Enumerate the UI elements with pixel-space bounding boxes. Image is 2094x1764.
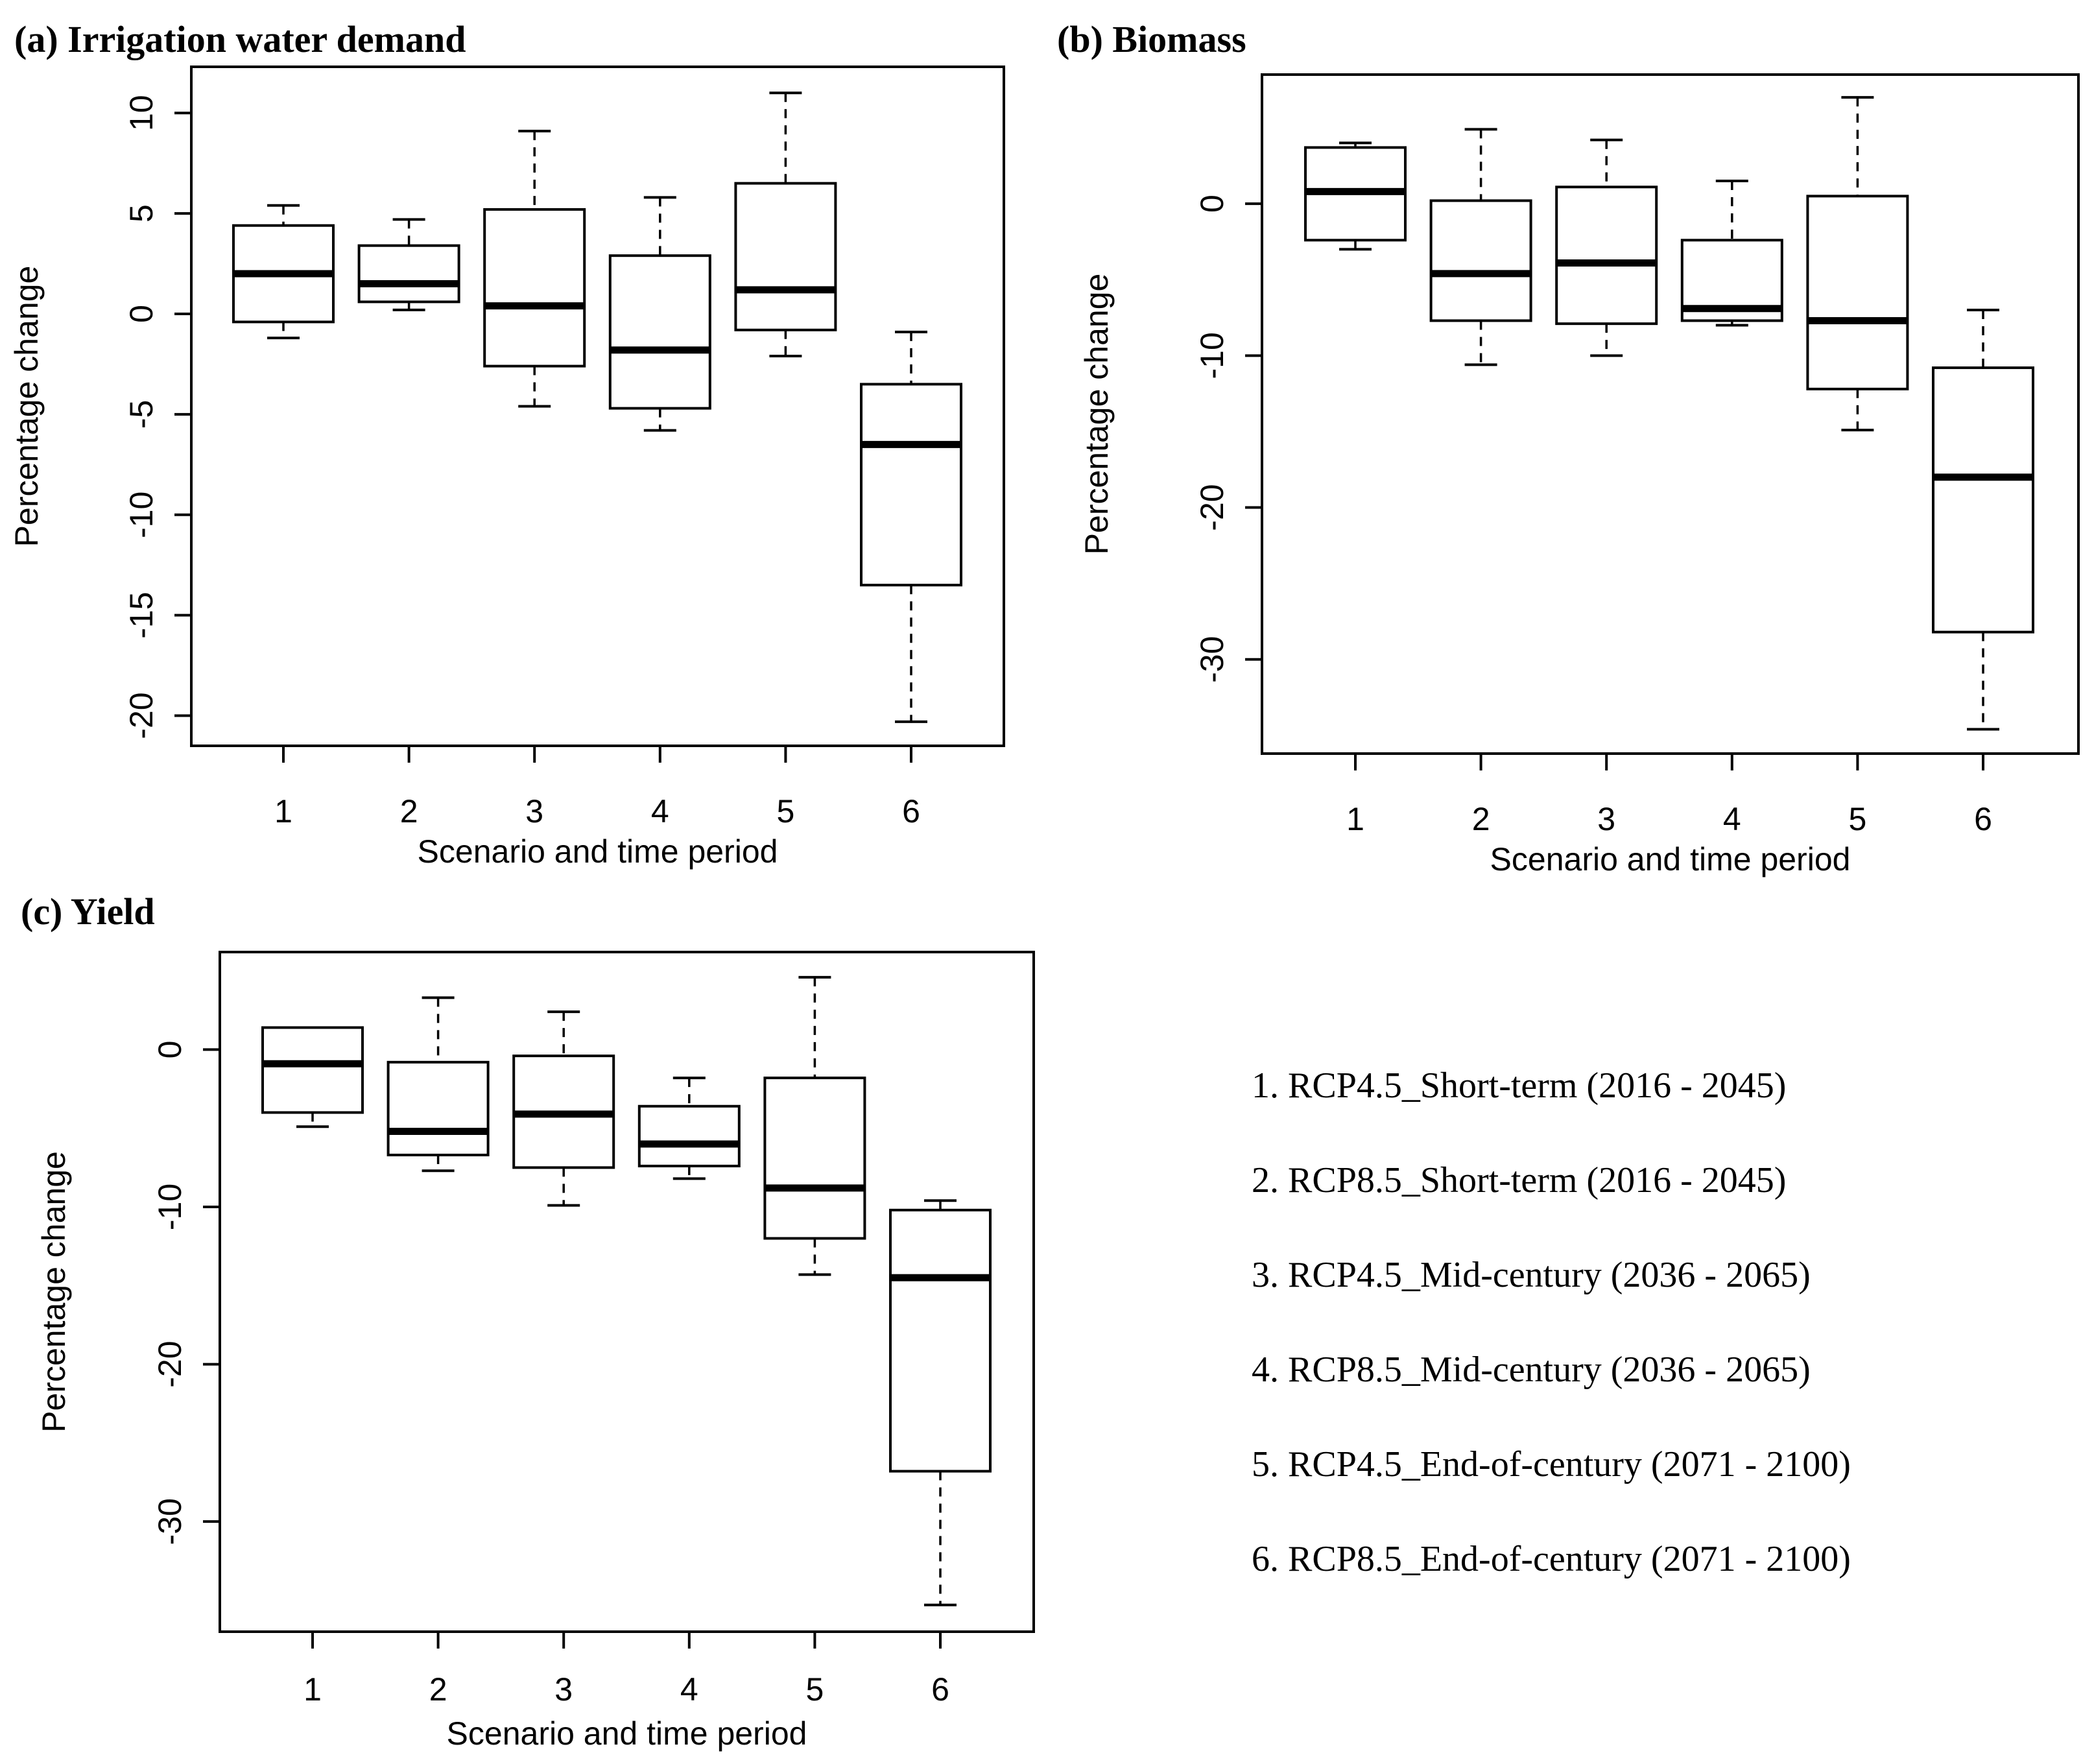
box-2 [357, 218, 460, 311]
x-axis-label: Scenario and time period [418, 833, 778, 870]
y-tick-label: -30 [152, 1498, 188, 1545]
y-axis-label: Percentage change [8, 266, 45, 547]
y-tick-label: 0 [1194, 195, 1230, 213]
y-tick-label: -10 [1194, 332, 1230, 379]
box-6 [860, 330, 962, 723]
x-tick-label: 3 [525, 793, 543, 829]
iqr-box [1429, 199, 1532, 322]
y-tick-label: 5 [123, 204, 160, 222]
box-1 [261, 1026, 364, 1128]
box-1 [1304, 141, 1407, 251]
x-axis-label: Scenario and time period [1490, 841, 1851, 877]
panel-c: (c) Yield 0 -10 -20 -30 1 2 3 4 5 6 Scenario and ti… [21, 890, 1035, 1752]
x-tick-label: 2 [429, 1671, 447, 1708]
x-tick-label: 2 [1472, 801, 1490, 837]
box-3 [483, 130, 586, 408]
x-tick-label: 1 [274, 793, 292, 829]
x-tick-label: 4 [1723, 801, 1741, 837]
box-6 [1932, 309, 2034, 731]
box-6 [889, 1199, 992, 1606]
box-5 [763, 975, 866, 1276]
legend-item: 1. RCP4.5_Short-term (2016 - 2045) [1252, 1066, 1786, 1106]
plot-frame [190, 66, 1005, 747]
scenario-legend: 1. RCP4.5_Short-term (2016 - 2045) 2. RC… [1252, 1066, 1851, 1579]
iqr-box [483, 208, 586, 368]
x-tick-label: 2 [400, 793, 418, 829]
box-3 [1555, 138, 1658, 357]
panel-title: (c) Yield [21, 890, 155, 933]
legend-item: 5. RCP4.5_End-of-century (2071 - 2100) [1252, 1444, 1851, 1484]
iqr-box [637, 1104, 741, 1167]
legend-item: 3. RCP4.5_Mid-century (2036 - 2065) [1252, 1255, 1811, 1295]
box-2 [387, 996, 490, 1173]
x-tick-label: 1 [1346, 801, 1364, 837]
iqr-box [889, 1208, 992, 1473]
iqr-box [763, 1077, 866, 1240]
x-tick-label: 4 [651, 793, 669, 829]
box-4 [608, 196, 711, 432]
x-tick-label: 3 [1597, 801, 1615, 837]
panel-a: (a) Irrigation water demand 10 5 0 -5 -10 -15 -… [8, 18, 1005, 870]
x-axis-label: Scenario and time period [447, 1715, 807, 1752]
iqr-box [1932, 366, 2034, 634]
plot-frame [219, 951, 1035, 1633]
y-tick-label: -10 [152, 1184, 188, 1230]
iqr-box [387, 1060, 490, 1156]
x-tick-label: 3 [554, 1671, 573, 1708]
y-tick-label: -20 [1194, 484, 1230, 530]
box-4 [637, 1077, 741, 1180]
y-axis-label: Percentage change [36, 1151, 72, 1433]
x-tick-label: 4 [680, 1671, 698, 1708]
legend-item: 4. RCP8.5_Mid-century (2036 - 2065) [1252, 1350, 1811, 1390]
y-tick-label: -5 [123, 400, 160, 429]
iqr-box [860, 383, 962, 587]
x-tick-label: 1 [303, 1671, 322, 1708]
y-tick-label: -10 [123, 492, 160, 538]
x-tick-label: 5 [805, 1671, 824, 1708]
y-tick-label: -30 [1194, 636, 1230, 683]
panel-b: (b) Biomass 0 -10 -20 -30 1 2 3 4 5 6 Scenario and … [1057, 18, 2080, 877]
iqr-box [357, 244, 460, 304]
y-tick-label: -15 [123, 592, 160, 639]
iqr-box [734, 182, 837, 331]
iqr-box [261, 1026, 364, 1114]
legend-item: 2. RCP8.5_Short-term (2016 - 2045) [1252, 1160, 1786, 1200]
x-tick-label: 5 [1848, 801, 1866, 837]
panel-title: (b) Biomass [1057, 18, 1246, 60]
iqr-box [1806, 195, 1909, 390]
y-tick-label: -20 [123, 692, 160, 739]
box-3 [512, 1010, 615, 1207]
iqr-box [1555, 185, 1658, 326]
box-1 [232, 204, 335, 340]
y-tick-label: 0 [152, 1041, 188, 1059]
x-tick-label: 6 [902, 793, 920, 829]
box-4 [1680, 179, 1783, 327]
legend-item: 6. RCP8.5_End-of-century (2071 - 2100) [1252, 1539, 1851, 1579]
box-5 [734, 91, 837, 358]
x-tick-label: 6 [1974, 801, 1992, 837]
y-tick-label: 0 [123, 305, 160, 323]
plot-frame [1261, 73, 2080, 755]
y-tick-label: -20 [152, 1341, 188, 1387]
x-tick-label: 6 [931, 1671, 949, 1708]
panel-title: (a) Irrigation water demand [14, 18, 466, 60]
box-2 [1429, 128, 1532, 366]
box-5 [1806, 96, 1909, 432]
iqr-box [608, 254, 711, 410]
x-tick-label: 5 [776, 793, 794, 829]
y-tick-label: 10 [123, 95, 160, 131]
y-axis-label: Percentage change [1078, 274, 1115, 555]
